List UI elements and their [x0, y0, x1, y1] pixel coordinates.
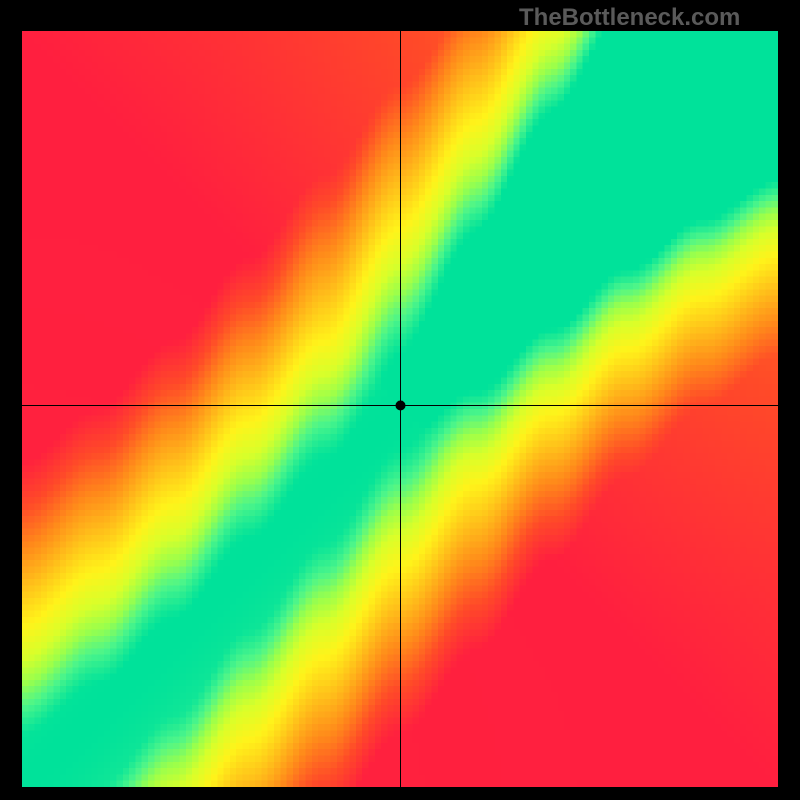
watermark-text: TheBottleneck.com	[519, 4, 740, 32]
crosshair-overlay	[22, 31, 778, 787]
stage: TheBottleneck.com	[0, 0, 800, 800]
